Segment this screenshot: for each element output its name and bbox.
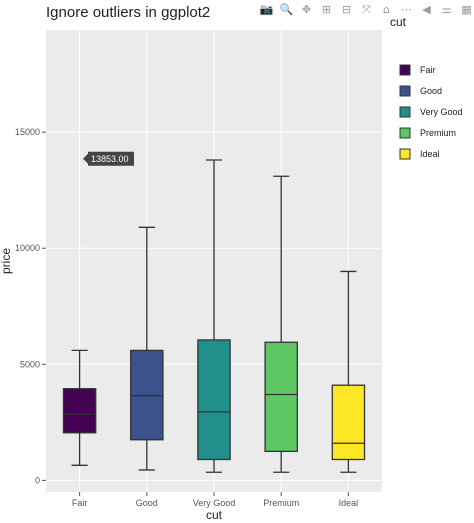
box-series[interactable] bbox=[62, 159, 366, 473]
legend-swatch bbox=[399, 106, 411, 118]
box-very-good[interactable] bbox=[197, 159, 231, 473]
x-tick-label: Fair bbox=[72, 498, 88, 508]
zoom-icon[interactable]: 🔍 bbox=[279, 2, 294, 16]
y-tick-label: 10000 bbox=[15, 243, 40, 253]
legend-label: Premium bbox=[420, 128, 456, 138]
tooltip-text: 13853.00 bbox=[91, 154, 129, 164]
box-fair[interactable] bbox=[62, 349, 97, 466]
legend-item-fair[interactable]: Fair bbox=[399, 64, 436, 76]
plotly-logo-icon[interactable]: ▦ bbox=[461, 2, 472, 16]
box-body[interactable] bbox=[264, 341, 298, 453]
x-tick-label: Ideal bbox=[339, 498, 359, 508]
pan-icon[interactable]: ✥ bbox=[301, 2, 312, 16]
legend-item-premium[interactable]: Premium bbox=[399, 127, 456, 139]
legend-title: cut bbox=[390, 15, 407, 29]
legend-label: Good bbox=[420, 86, 442, 96]
reset-axes-icon[interactable]: ⌂ bbox=[383, 2, 390, 16]
legend-item-very-good[interactable]: Very Good bbox=[399, 106, 463, 118]
zoom-in-icon[interactable]: ⊞ bbox=[321, 2, 332, 16]
legend-swatch bbox=[399, 64, 411, 76]
y-axis-title: price bbox=[0, 248, 13, 274]
legend-item-good[interactable]: Good bbox=[399, 85, 442, 97]
autoscale-icon[interactable]: ⤧ bbox=[362, 2, 371, 16]
y-tick-labels: 0 5000 10000 15000 bbox=[15, 127, 46, 485]
box-premium[interactable] bbox=[264, 175, 298, 473]
y-tick-label: 5000 bbox=[20, 359, 40, 369]
camera-icon[interactable]: 📷 bbox=[259, 2, 274, 16]
y-tick-label: 15000 bbox=[15, 127, 40, 137]
y-tick-label: 0 bbox=[35, 475, 40, 485]
tooltip-box bbox=[83, 151, 134, 166]
x-tick-labels: Fair Good Very Good Premium Ideal bbox=[72, 492, 358, 508]
x-tick-label: Good bbox=[136, 498, 158, 508]
chart-title: Ignore outliers in ggplot2 bbox=[46, 4, 210, 21]
legend-swatch bbox=[399, 85, 411, 97]
legend[interactable]: Fair Good Very Good Premium Ideal bbox=[399, 64, 463, 160]
legend-swatch bbox=[399, 127, 411, 139]
legend-swatch bbox=[399, 148, 411, 160]
spike-lines-icon[interactable]: ⋯ bbox=[401, 2, 412, 16]
x-axis-title: cut bbox=[206, 508, 223, 522]
box-body[interactable] bbox=[62, 388, 97, 434]
legend-label: Ideal bbox=[420, 149, 440, 159]
hover-closest-icon[interactable]: ◀ bbox=[422, 2, 431, 16]
x-tick-label: Very Good bbox=[193, 498, 236, 508]
zoom-out-icon[interactable]: ⊟ bbox=[341, 2, 352, 16]
box-good[interactable] bbox=[130, 226, 164, 471]
box-ideal[interactable] bbox=[331, 270, 366, 473]
box-body[interactable] bbox=[197, 339, 231, 461]
box-body[interactable] bbox=[331, 384, 366, 461]
legend-label: Very Good bbox=[420, 107, 463, 117]
modebar: 📷 🔍 ✥ ⊞ ⊟ ⤧ ⌂ ⋯ ◀ ⚌ ▦ bbox=[258, 2, 474, 16]
hover-compare-icon[interactable]: ⚌ bbox=[441, 2, 452, 16]
x-tick-label: Premium bbox=[263, 498, 299, 508]
legend-item-ideal[interactable]: Ideal bbox=[399, 148, 440, 160]
legend-label: Fair bbox=[420, 65, 436, 75]
hover-tooltip: 13853.00 bbox=[83, 151, 134, 166]
